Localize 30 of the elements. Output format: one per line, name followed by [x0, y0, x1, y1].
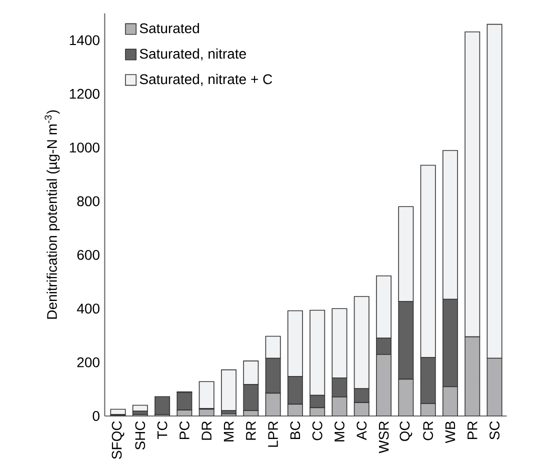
y-axis-title: Denitrification potential (µg-N m$^{-3}$) — [44, 110, 60, 319]
x-tick-label: WSR — [378, 421, 389, 454]
legend-label: Saturated — [140, 22, 199, 34]
x-tick-label: BC — [290, 421, 300, 439]
x-tick-label: WB — [445, 421, 456, 444]
x-tick-label: MC — [334, 421, 344, 442]
y-tick-label: 800 — [77, 196, 100, 206]
x-tick-label: MR — [224, 421, 234, 442]
y-tick-label: 1000 — [70, 142, 100, 153]
x-tick-label: SFQC — [112, 421, 124, 459]
x-tick-label: RR — [246, 421, 256, 440]
x-tick-label: PC — [180, 421, 190, 439]
x-tick-label: QC — [400, 421, 412, 442]
y-tick-label: 1400 — [70, 35, 100, 46]
y-tick-label: 0 — [92, 411, 100, 421]
x-tick-label: PR — [468, 421, 478, 439]
x-tick-label: CC — [312, 421, 322, 440]
legend-label: Saturated, nitrate + C — [140, 74, 272, 86]
x-tick-label: SHC — [135, 421, 146, 450]
y-tick-label: 400 — [76, 304, 100, 314]
y-tick-label: 1200 — [70, 88, 100, 99]
x-tick-label: SC — [490, 421, 500, 440]
x-tick-label: DR — [202, 421, 212, 440]
x-tick-label: TC — [157, 421, 168, 440]
x-tick-label: LPR — [268, 421, 278, 447]
y-tick-label: 200 — [77, 357, 100, 368]
y-tick-label: 600 — [77, 250, 100, 260]
x-tick-label: CR — [423, 421, 434, 440]
x-tick-label: AC — [356, 421, 367, 440]
legend-label: Saturated, nitrate — [140, 48, 246, 60]
